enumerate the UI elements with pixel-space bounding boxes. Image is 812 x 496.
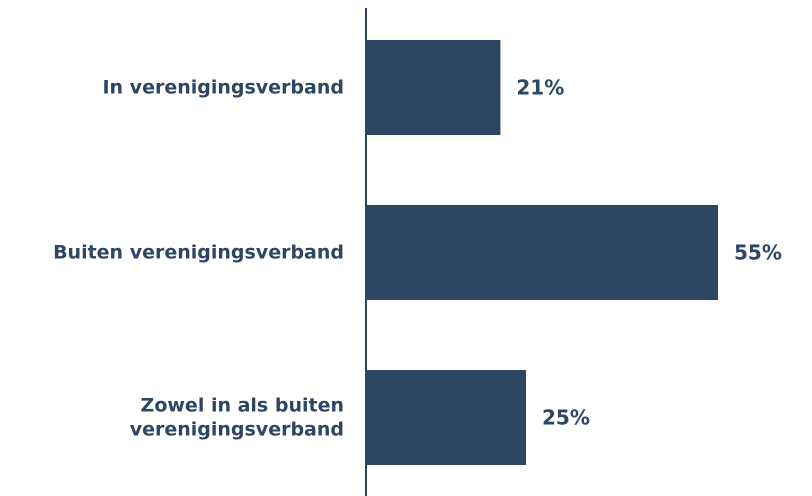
value-label-1: 21%	[516, 76, 564, 100]
category-label-1: In verenigingsverband	[102, 77, 344, 99]
bar-2	[366, 205, 718, 300]
category-label-2: Buiten verenigingsverband	[53, 242, 344, 264]
bar-3	[366, 370, 526, 465]
category-label-3-line-2: verenigingsverband	[130, 419, 344, 441]
bar-1	[366, 40, 501, 135]
value-label-3: 25%	[542, 406, 590, 430]
value-label-2: 55%	[734, 241, 782, 265]
bar-group	[366, 40, 718, 465]
category-label-3-line-1: Zowel in als buiten	[141, 395, 344, 417]
category-label-group: In verenigingsverband Buiten verenigingsv…	[53, 77, 344, 441]
value-label-group: 21% 55% 25%	[516, 76, 781, 430]
